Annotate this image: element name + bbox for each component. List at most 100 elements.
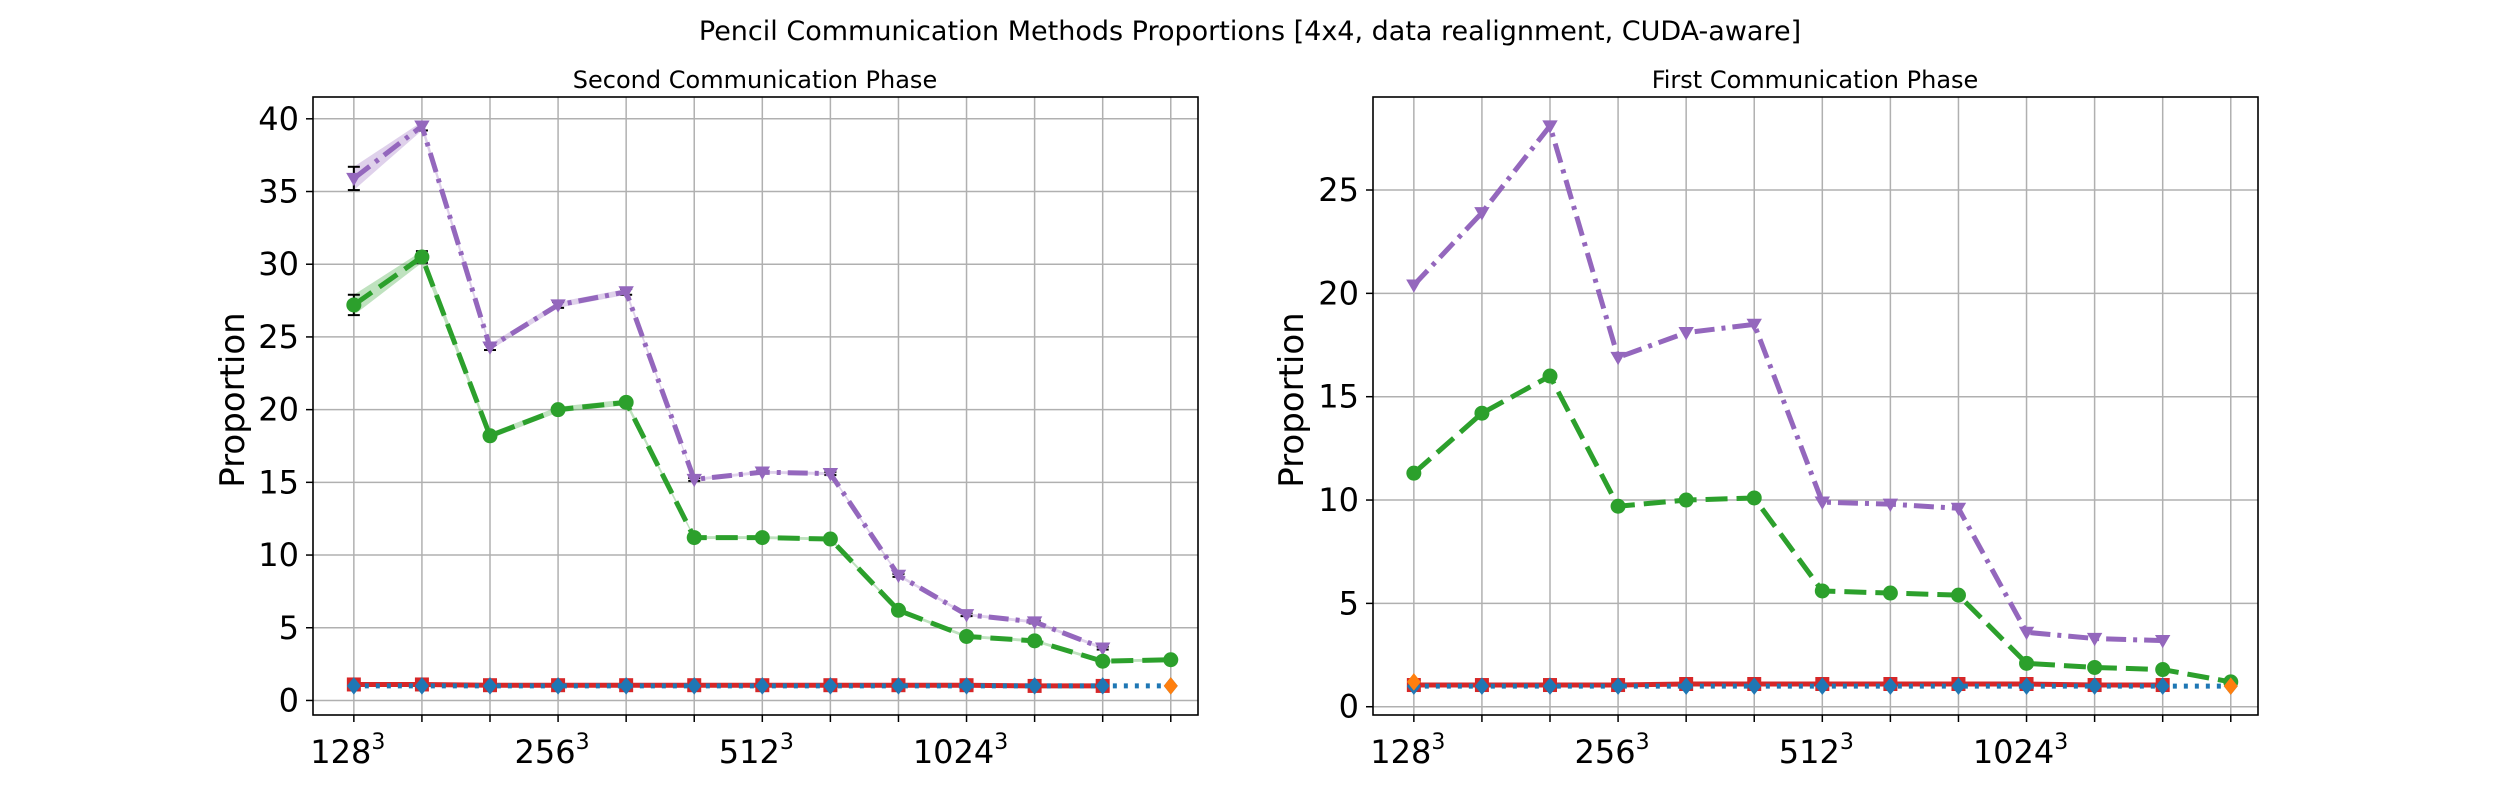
data-point xyxy=(346,172,362,187)
data-point xyxy=(483,677,497,695)
series-purple xyxy=(346,120,1111,656)
data-point xyxy=(686,530,702,546)
chart-title: Second Communication Phase xyxy=(573,66,937,94)
data-point xyxy=(1611,677,1626,695)
data-point xyxy=(482,428,498,444)
data-point xyxy=(1814,583,1830,599)
chart-first-communication-phase: First Communication Phase Proportion 051… xyxy=(1272,66,2259,771)
data-point xyxy=(2087,659,2103,675)
data-point xyxy=(2087,677,2102,695)
data-point xyxy=(1474,677,1489,695)
data-point xyxy=(551,677,566,695)
series-purple xyxy=(1406,120,2171,649)
data-point xyxy=(618,286,634,300)
series-blue xyxy=(1406,677,2238,695)
plot-area xyxy=(346,120,1179,695)
x-tick-label: 10243 xyxy=(1973,730,2068,771)
x-tick-label: 2563 xyxy=(1575,730,1650,771)
y-tick-label: 25 xyxy=(258,318,299,356)
data-point xyxy=(1950,587,1966,603)
data-point xyxy=(1747,677,1762,695)
data-point xyxy=(550,299,566,313)
data-point xyxy=(1406,279,1422,293)
data-point xyxy=(2154,634,2171,649)
y-tick-label: 0 xyxy=(1339,688,1359,726)
data-point xyxy=(1095,653,1111,669)
grid xyxy=(1373,97,2258,715)
data-point xyxy=(1163,677,1178,695)
data-point xyxy=(2019,655,2035,671)
data-point xyxy=(1951,677,1966,695)
data-point xyxy=(1027,677,1042,695)
data-point xyxy=(686,473,702,488)
data-point xyxy=(687,677,702,695)
data-point xyxy=(754,466,771,480)
y-tick-label: 15 xyxy=(258,463,299,501)
data-point xyxy=(1543,677,1557,695)
series-line xyxy=(1412,123,2163,644)
x-tick-label: 5123 xyxy=(1779,730,1854,771)
y-tick-label: 5 xyxy=(1339,584,1359,622)
series-orange xyxy=(1406,673,2238,695)
data-point xyxy=(890,602,906,618)
data-point xyxy=(1883,677,1898,695)
data-point xyxy=(1610,351,1626,366)
y-tick-label: 15 xyxy=(1318,378,1359,416)
data-point xyxy=(1678,492,1694,508)
data-point xyxy=(618,394,634,410)
data-point xyxy=(1678,327,1694,341)
data-point xyxy=(1542,368,1558,384)
data-point xyxy=(959,677,974,695)
data-point xyxy=(414,120,430,134)
x-tick-label: 10243 xyxy=(913,730,1008,771)
data-point xyxy=(1814,496,1831,510)
data-point xyxy=(1094,642,1111,656)
y-tick-label: 0 xyxy=(279,681,299,719)
x-tick-label: 1283 xyxy=(1370,730,1445,771)
grid xyxy=(313,97,1198,715)
y-tick-label: 30 xyxy=(258,245,299,283)
chart-second-communication-phase: Second Communication Phase Proportion 0 5… xyxy=(213,66,1199,771)
data-point xyxy=(2155,662,2171,678)
data-point xyxy=(1746,490,1762,506)
data-point xyxy=(346,297,362,313)
data-point xyxy=(2019,677,2034,695)
series-orange xyxy=(1163,677,1178,695)
data-point xyxy=(822,468,839,482)
data-point xyxy=(1474,405,1490,421)
data-point xyxy=(891,677,906,695)
y-tick-label: 10 xyxy=(258,536,299,574)
y-tick-label: 10 xyxy=(1318,481,1359,519)
data-point xyxy=(1406,465,1422,481)
y-tick-label: 40 xyxy=(258,100,299,138)
series-green xyxy=(346,249,1179,669)
data-point xyxy=(1163,652,1179,668)
y-axis-label: Proportion xyxy=(213,312,253,487)
data-point xyxy=(755,677,770,695)
data-point xyxy=(2223,677,2238,695)
error-band xyxy=(353,121,1103,650)
figure-title: Pencil Communication Methods Proportions… xyxy=(699,16,1801,47)
y-tick-label: 5 xyxy=(279,609,299,647)
data-point xyxy=(1815,677,1830,695)
data-point xyxy=(822,531,838,547)
data-point xyxy=(1610,498,1626,514)
series-line xyxy=(352,123,1104,651)
data-point xyxy=(1474,207,1490,221)
data-point xyxy=(890,569,907,584)
chart-title: First Communication Phase xyxy=(1652,66,1979,94)
series-green xyxy=(1406,368,2239,690)
axes-frame xyxy=(1372,96,2259,716)
data-point xyxy=(550,402,566,418)
y-tick-label: 25 xyxy=(1318,171,1359,209)
data-point xyxy=(1882,498,1899,512)
data-point xyxy=(619,677,634,695)
data-point xyxy=(2018,626,2035,641)
error-band xyxy=(353,251,1171,663)
data-point xyxy=(823,677,838,695)
data-point xyxy=(1950,502,1967,517)
x-tick-label: 5123 xyxy=(719,730,794,771)
data-point xyxy=(2086,632,2103,647)
data-point xyxy=(958,609,975,623)
